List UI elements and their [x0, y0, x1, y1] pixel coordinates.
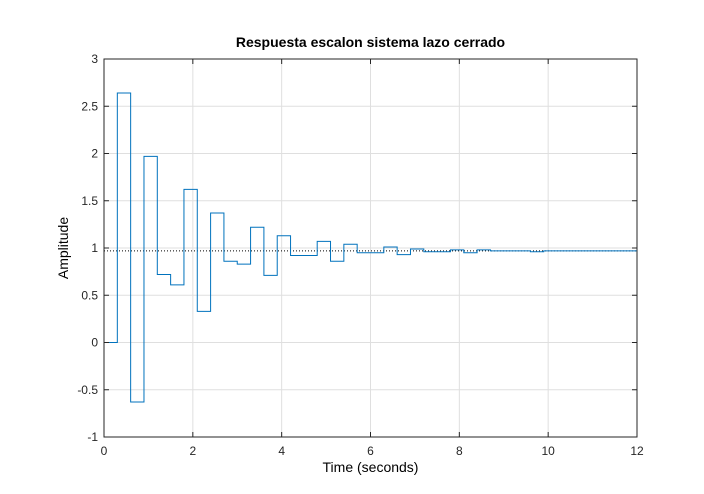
- x-tick-label: 8: [456, 444, 463, 458]
- y-tick-label: 1.5: [81, 194, 98, 208]
- y-tick-label: 1: [91, 241, 98, 255]
- x-axis-label: Time (seconds): [323, 459, 419, 475]
- x-tick-label: 4: [278, 444, 285, 458]
- y-tick-label: 0.5: [81, 288, 98, 302]
- y-tick-labels: -1 -0.5 0 0.5 1 1.5 2 2.5 3: [77, 52, 98, 444]
- y-tick-label: 2: [91, 147, 98, 161]
- x-tick-label: 10: [541, 444, 555, 458]
- x-tick-labels: 0 2 4 6 8 10 12: [101, 444, 644, 458]
- x-tick-label: 12: [630, 444, 644, 458]
- y-tick-label: 2.5: [81, 99, 98, 113]
- x-tick-label: 2: [189, 444, 196, 458]
- y-tick-label: 0: [91, 336, 98, 350]
- chart-title: Respuesta escalon sistema lazo cerrado: [236, 34, 505, 50]
- x-tick-label: 0: [101, 444, 108, 458]
- y-tick-label: 3: [91, 52, 98, 66]
- x-tick-label: 6: [367, 444, 374, 458]
- y-axis-label: Amplitude: [55, 217, 71, 279]
- y-tick-label: -0.5: [77, 383, 98, 397]
- y-tick-label: -1: [87, 430, 98, 444]
